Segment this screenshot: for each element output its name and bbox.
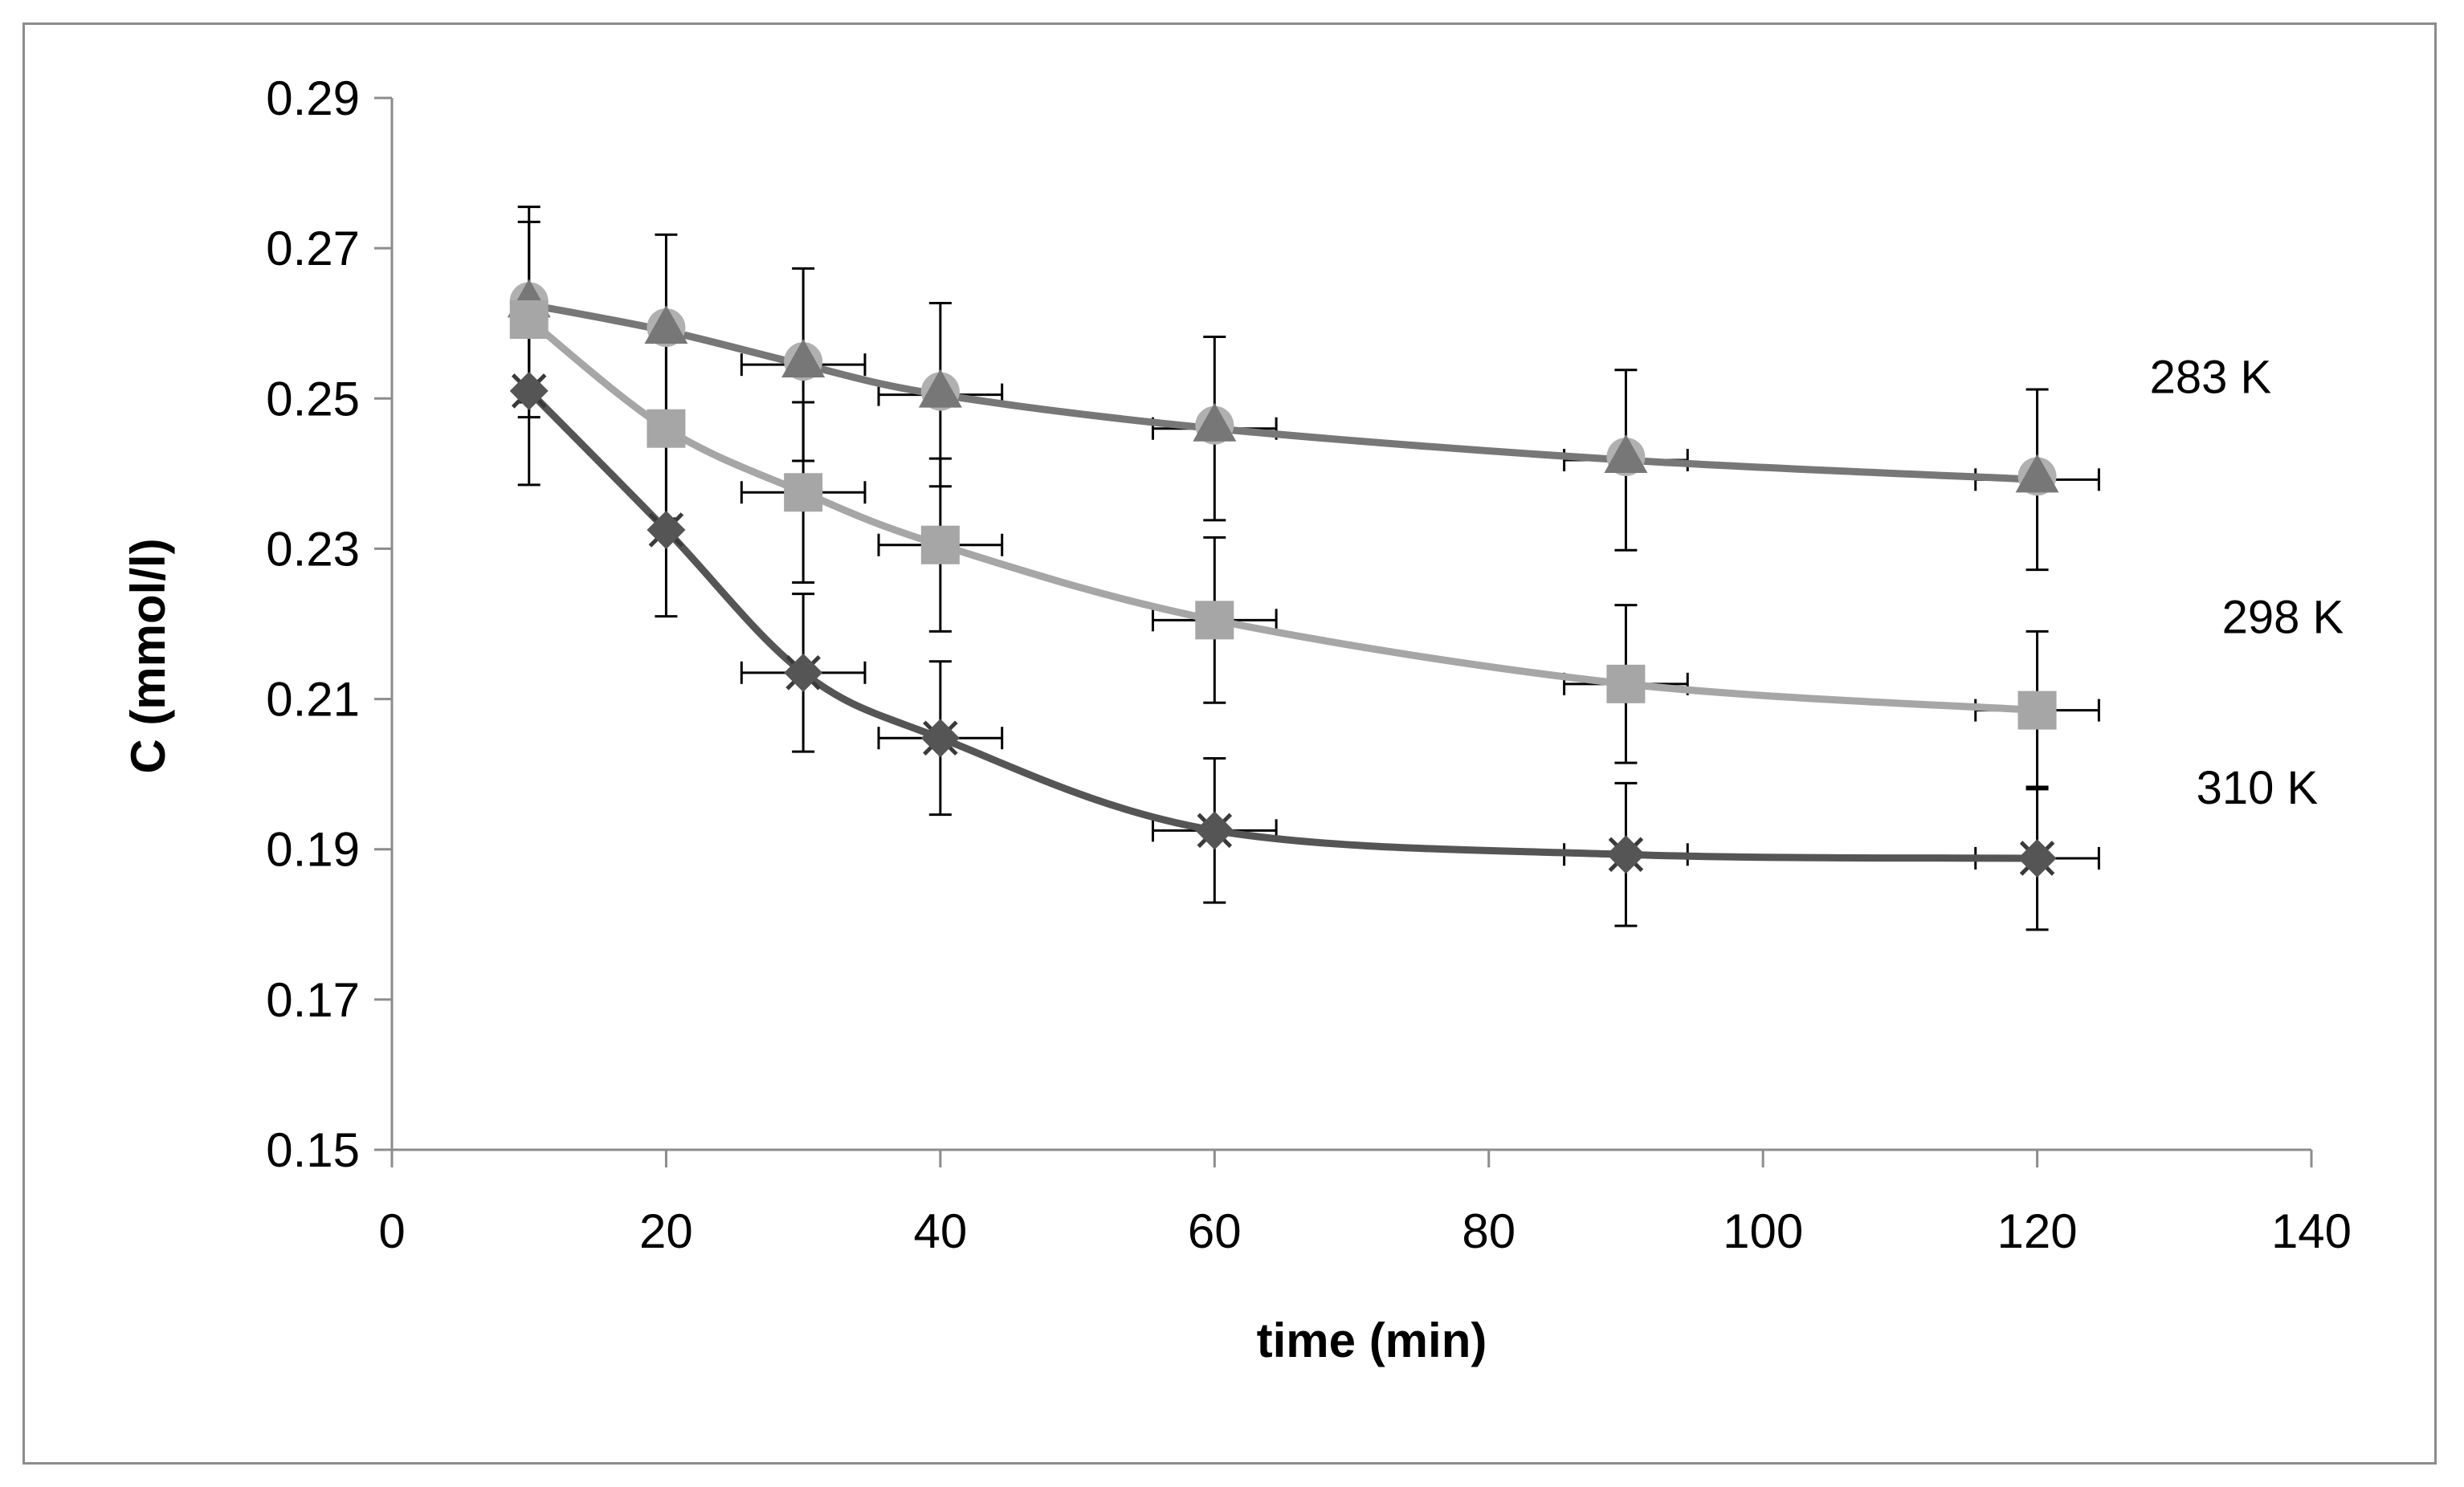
- series-line-310-k: [525, 387, 2042, 862]
- point-square-298-k: [920, 525, 960, 564]
- chart-frame: [22, 22, 2437, 1465]
- series-line-283-k: [525, 300, 2042, 483]
- x-tick-label: 20: [639, 1204, 693, 1258]
- point-square-298-k: [784, 473, 823, 512]
- x-tick-label: 80: [1462, 1204, 1516, 1258]
- axes: 0.15 0.17 0.19 0.21 0.23 0.25 0.27 0.29 0 20 40 60 8…: [266, 71, 2352, 1258]
- y-tick-label: 0.23: [266, 522, 360, 576]
- point-diamond-310-k: [784, 653, 823, 692]
- point-triangle-283-k: [1193, 402, 1237, 442]
- series-line-298-k: [525, 316, 2042, 715]
- error-bars: [517, 206, 2100, 931]
- point-diamond-310-k: [920, 719, 960, 758]
- x-tick-label: 0: [378, 1204, 405, 1258]
- point-triangle-283-k: [2015, 454, 2059, 493]
- series-markers: [507, 279, 2059, 878]
- point-diamond-310-k: [647, 511, 686, 550]
- point-triangle-283-k: [781, 339, 826, 378]
- point-triangle-283-k: [1604, 434, 1648, 474]
- point-square-298-k: [1195, 601, 1234, 640]
- point-triangle-283-k: [918, 369, 962, 408]
- point-diamond-310-k: [2017, 838, 2057, 878]
- y-tick-label: 0.17: [266, 973, 360, 1027]
- series-label-283-k: 283 K: [2150, 351, 2272, 403]
- labels: time (min) C (mmol/l) 283 K 298 K 310 K: [121, 351, 2344, 1367]
- point-square-298-k: [2017, 691, 2057, 730]
- x-tick-label: 140: [2271, 1204, 2352, 1258]
- point-diamond-310-k: [509, 371, 549, 410]
- y-tick-label: 0.19: [266, 823, 360, 877]
- point-square-298-k: [647, 409, 686, 448]
- point-diamond-310-k: [1195, 811, 1234, 850]
- x-tick-label: 60: [1188, 1204, 1242, 1258]
- point-triangle-283-k: [644, 305, 688, 344]
- point-diamond-310-k: [1606, 835, 1646, 874]
- point-square-298-k: [1606, 664, 1646, 703]
- y-tick-label: 0.25: [266, 372, 360, 426]
- series-label-310-k: 310 K: [2197, 762, 2319, 814]
- x-axis-title: time (min): [1257, 1314, 1487, 1367]
- series-lines: [525, 300, 2042, 862]
- y-tick-label: 0.15: [266, 1123, 360, 1177]
- series-label-298-k: 298 K: [2222, 592, 2344, 644]
- y-tick-label: 0.29: [266, 71, 360, 125]
- x-tick-label: 120: [1997, 1204, 2078, 1258]
- y-tick-label: 0.27: [266, 222, 360, 275]
- x-tick-label: 40: [913, 1204, 967, 1258]
- y-axis-title: C (mmol/l): [121, 538, 175, 773]
- x-tick-label: 100: [1723, 1204, 1803, 1258]
- point-square-298-k: [509, 300, 549, 340]
- y-tick-label: 0.21: [266, 673, 360, 727]
